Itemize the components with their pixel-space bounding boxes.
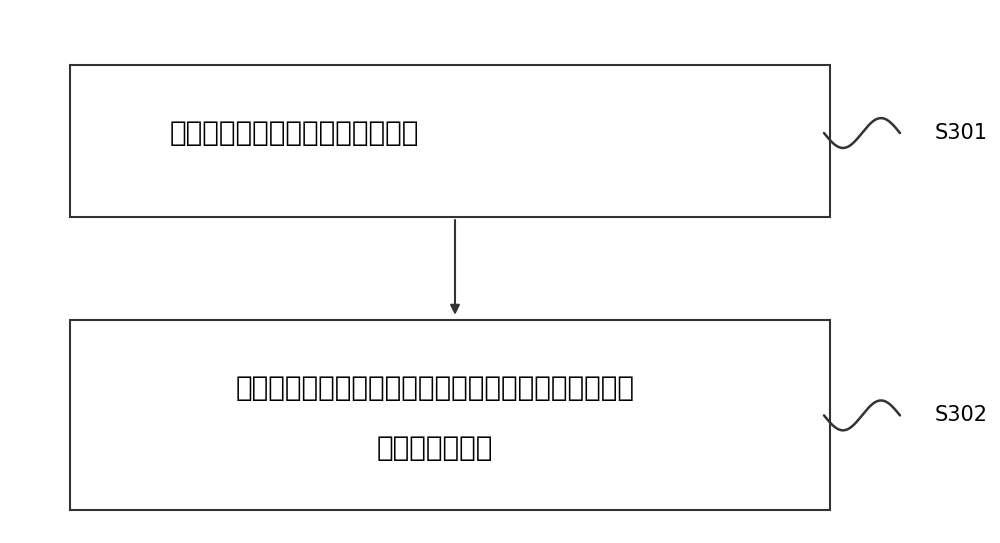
FancyBboxPatch shape xyxy=(70,320,830,510)
Text: S301: S301 xyxy=(935,123,988,143)
Text: S302: S302 xyxy=(935,406,988,425)
Text: 根据压降半径，获取气井的生产层段的裂缝集中发育区: 根据压降半径，获取气井的生产层段的裂缝集中发育区 xyxy=(236,374,635,402)
Text: 的平面展布面积: 的平面展布面积 xyxy=(377,434,493,462)
Text: 获取气井的快速压降区的压降半径: 获取气井的快速压降区的压降半径 xyxy=(170,119,419,147)
FancyBboxPatch shape xyxy=(70,65,830,217)
